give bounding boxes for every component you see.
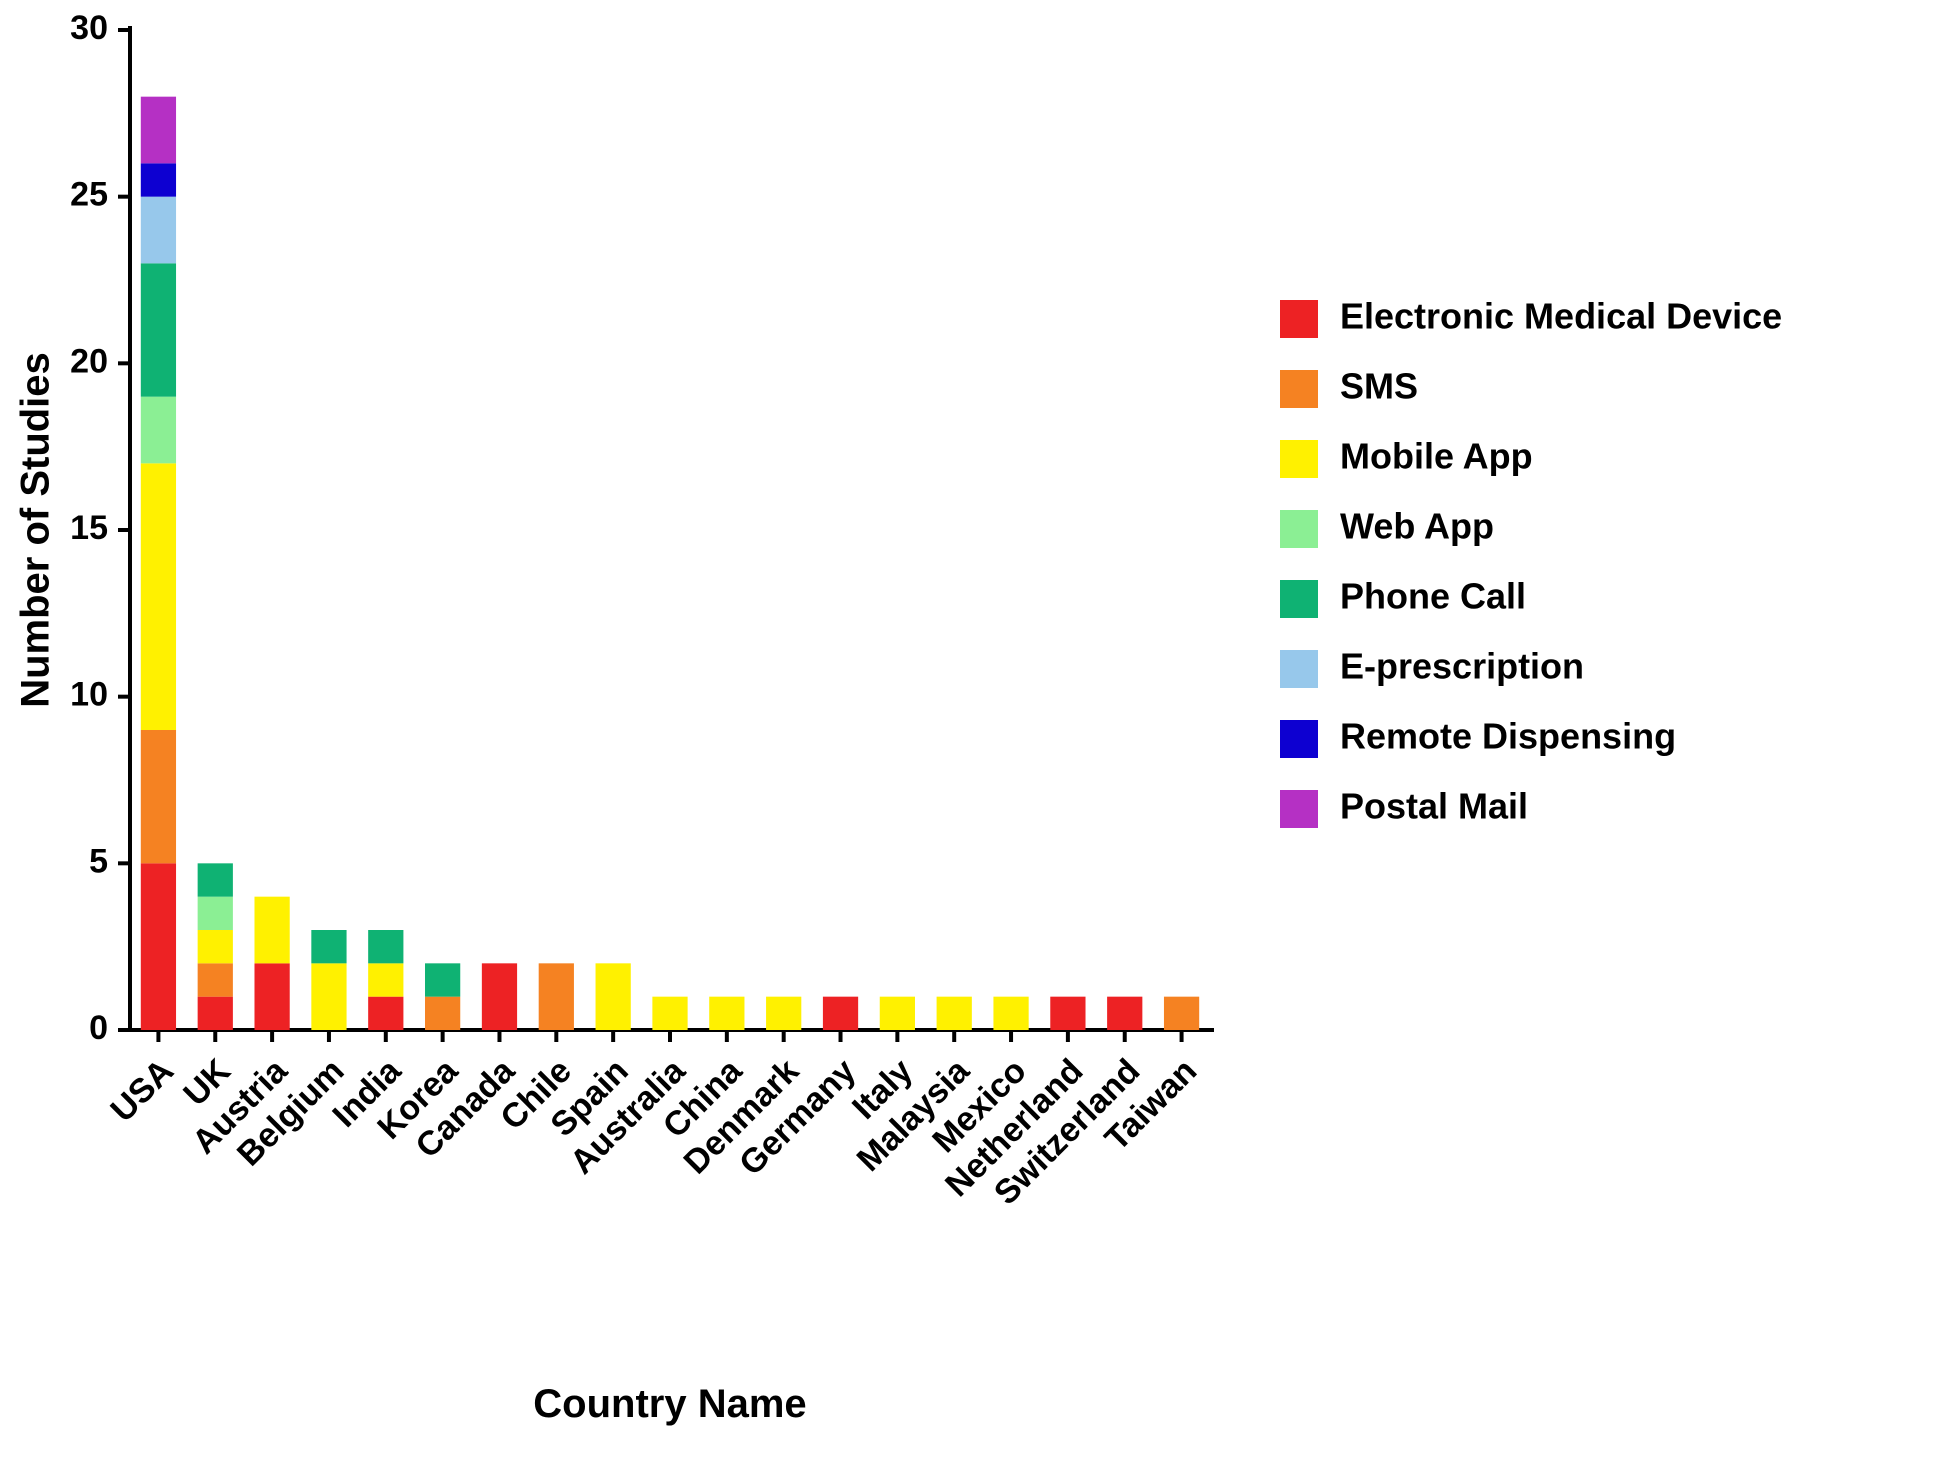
bar-segment [198, 963, 233, 996]
bar-segment [141, 463, 176, 730]
legend-label: Web App [1340, 506, 1494, 547]
x-axis-label: Country Name [533, 1382, 806, 1426]
bar-segment [539, 963, 574, 1030]
legend-label: Postal Mail [1340, 786, 1528, 827]
bar-segment [141, 97, 176, 164]
bar-segment [141, 397, 176, 464]
y-tick-label: 30 [70, 9, 108, 47]
bar-segment [993, 997, 1028, 1030]
y-axis-label: Number of Studies [14, 352, 58, 708]
bar-segment [254, 897, 289, 964]
bar-segment [937, 997, 972, 1030]
bar-segment [368, 997, 403, 1030]
legend-swatch [1280, 370, 1318, 408]
legend-swatch [1280, 650, 1318, 688]
bar-segment [141, 730, 176, 863]
legend-swatch [1280, 300, 1318, 338]
bar-segment [141, 163, 176, 196]
legend-label: Phone Call [1340, 576, 1526, 617]
legend-swatch [1280, 510, 1318, 548]
legend-label: Electronic Medical Device [1340, 296, 1782, 337]
bar-segment [254, 963, 289, 1030]
legend-swatch [1280, 580, 1318, 618]
bar-segment [311, 963, 346, 1030]
legend-label: Mobile App [1340, 436, 1533, 477]
y-tick-label: 0 [89, 1009, 108, 1047]
bar-segment [709, 997, 744, 1030]
bar-segment [1107, 997, 1142, 1030]
bar-segment [1164, 997, 1199, 1030]
bar-segment [141, 197, 176, 264]
y-tick-label: 15 [70, 509, 108, 547]
bar-segment [823, 997, 858, 1030]
bar-segment [141, 263, 176, 396]
bar-segment [198, 997, 233, 1030]
legend-label: Remote Dispensing [1340, 716, 1676, 757]
bar-segment [141, 863, 176, 1030]
bar-segment [198, 930, 233, 963]
y-tick-label: 25 [70, 176, 108, 214]
bar-segment [652, 997, 687, 1030]
legend-swatch [1280, 440, 1318, 478]
legend-swatch [1280, 720, 1318, 758]
bar-segment [766, 997, 801, 1030]
bar-segment [880, 997, 915, 1030]
bar-segment [198, 897, 233, 930]
chart-root: 051015202530USAUKAustriaBelgiumIndiaKore… [0, 0, 1944, 1457]
bar-segment [198, 863, 233, 896]
bar-segment [482, 963, 517, 1030]
y-tick-label: 5 [89, 842, 108, 880]
bar-segment [425, 963, 460, 996]
bar-segment [596, 963, 631, 1030]
legend-label: E-prescription [1340, 646, 1584, 687]
bar-segment [368, 930, 403, 963]
legend-label: SMS [1340, 366, 1418, 407]
y-tick-label: 20 [70, 342, 108, 380]
bar-segment [311, 930, 346, 963]
bar-segment [368, 963, 403, 996]
y-tick-label: 10 [70, 676, 108, 714]
bar-segment [1050, 997, 1085, 1030]
bar-segment [425, 997, 460, 1030]
stacked-bar-chart: 051015202530USAUKAustriaBelgiumIndiaKore… [0, 0, 1944, 1457]
legend-swatch [1280, 790, 1318, 828]
